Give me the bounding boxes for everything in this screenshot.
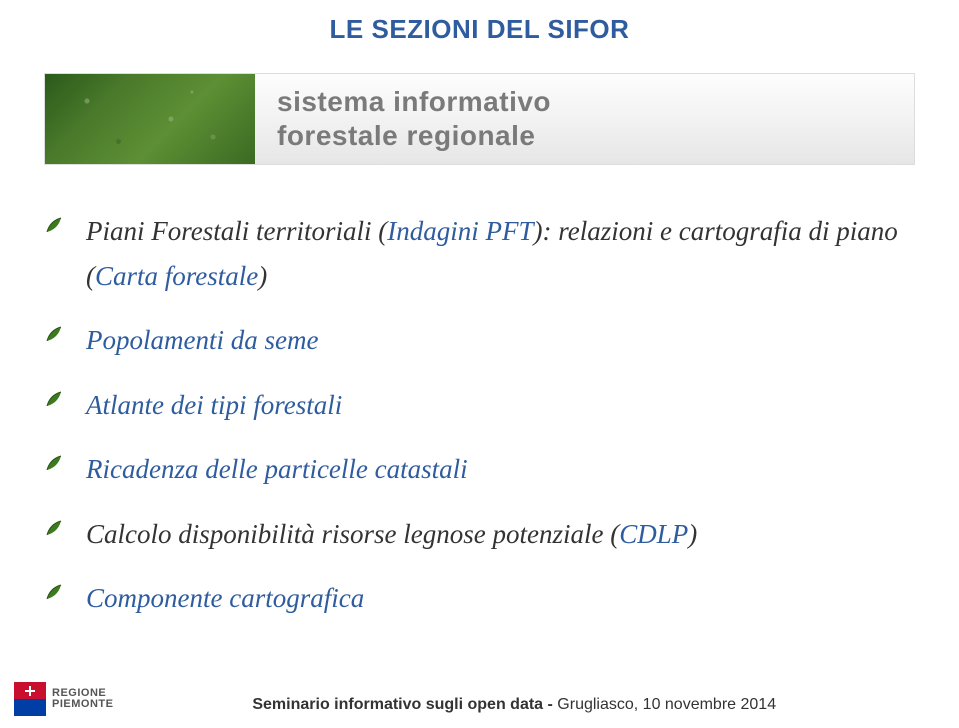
bullet-list: Piani Forestali territoriali (Indagini P…: [44, 209, 915, 621]
leaf-icon: [44, 215, 64, 235]
list-item: Ricadenza delle particelle catastali: [44, 447, 915, 492]
page-title: LE SEZIONI DEL SIFOR: [0, 0, 959, 45]
bullet-text: Ricadenza delle particelle catastali: [86, 447, 468, 492]
footer-text: Seminario informativo sugli open data - …: [113, 696, 915, 716]
bullet-text: Atlante dei tipi forestali: [86, 383, 342, 428]
list-item: Popolamenti da seme: [44, 318, 915, 363]
text-link: Atlante dei tipi forestali: [86, 390, 342, 420]
flag-icon: [14, 682, 46, 716]
banner-forest-image: [45, 74, 255, 164]
logo-text: REGIONE PIEMONTE: [52, 688, 113, 710]
bullet-text: Componente cartografica: [86, 576, 364, 621]
logo-line2: PIEMONTE: [52, 699, 113, 710]
regione-piemonte-logo: REGIONE PIEMONTE: [14, 682, 113, 716]
text-link: Indagini PFT: [387, 216, 533, 246]
bullet-text: Popolamenti da seme: [86, 318, 318, 363]
leaf-icon: [44, 518, 64, 538]
text-part: ): [258, 261, 267, 291]
banner-text-block: sistema informativo forestale regionale: [255, 74, 914, 164]
footer-rest: Grugliasco, 10 novembre 2014: [557, 696, 776, 713]
leaf-icon: [44, 324, 64, 344]
list-item: Componente cartografica: [44, 576, 915, 621]
text-link: Popolamenti da seme: [86, 325, 318, 355]
list-item: Atlante dei tipi forestali: [44, 383, 915, 428]
text-part: ): [688, 519, 697, 549]
leaf-icon: [44, 453, 64, 473]
list-item: Calcolo disponibilità risorse legnose po…: [44, 512, 915, 557]
text-part: Calcolo disponibilità risorse legnose po…: [86, 519, 619, 549]
banner-line1: sistema informativo: [277, 86, 914, 118]
bullet-text: Piani Forestali territoriali (Indagini P…: [86, 209, 915, 298]
text-link: CDLP: [619, 519, 688, 549]
text-link: Componente cartografica: [86, 583, 364, 613]
bullet-text: Calcolo disponibilità risorse legnose po…: [86, 512, 697, 557]
text-part: Piani Forestali territoriali (: [86, 216, 387, 246]
banner: sistema informativo forestale regionale: [44, 73, 915, 165]
text-link: Carta forestale: [95, 261, 258, 291]
leaf-icon: [44, 389, 64, 409]
leaf-icon: [44, 582, 64, 602]
text-link: Ricadenza delle particelle catastali: [86, 454, 468, 484]
list-item: Piani Forestali territoriali (Indagini P…: [44, 209, 915, 298]
banner-line2: forestale regionale: [277, 120, 914, 152]
footer: REGIONE PIEMONTE Seminario informativo s…: [0, 682, 959, 716]
footer-bold: Seminario informativo sugli open data -: [252, 696, 557, 713]
